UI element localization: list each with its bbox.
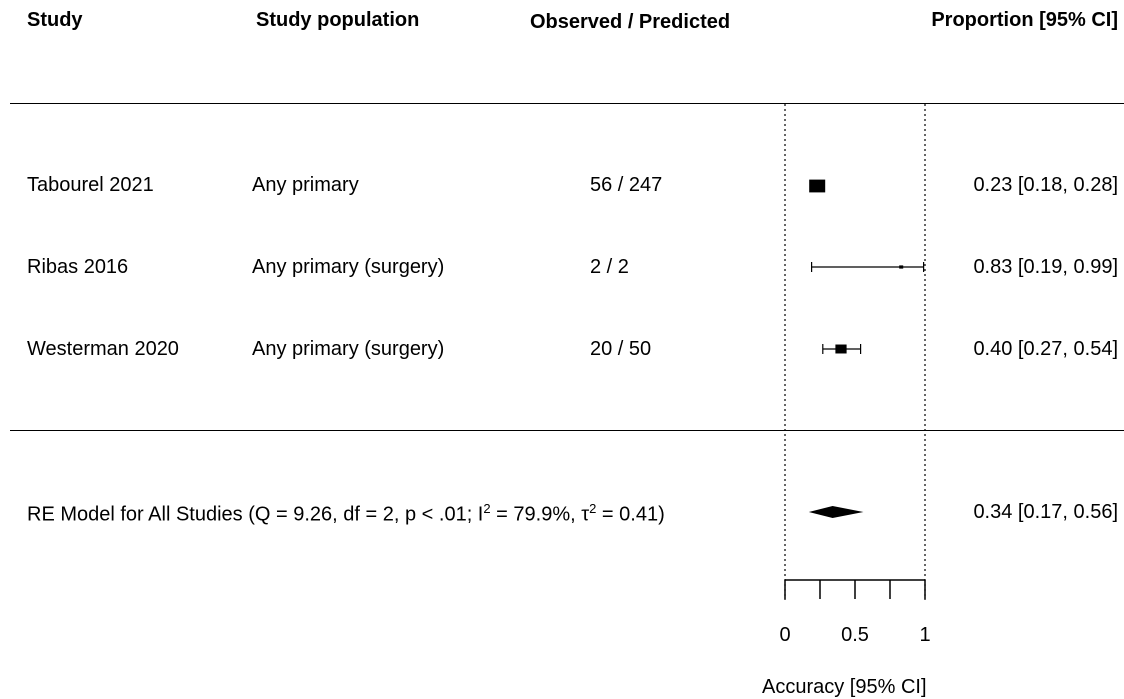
bottom-rule xyxy=(10,430,1124,431)
header-observed: Observed / Predicted xyxy=(530,11,731,33)
x-tick-label: 1 xyxy=(919,624,930,646)
summary-ci: 0.34 [0.17, 0.56] xyxy=(973,501,1118,523)
proportion-ci: 0.83 [0.19, 0.99] xyxy=(973,256,1118,278)
observed-predicted: 56 / 247 xyxy=(590,174,663,196)
pooled-diamond xyxy=(808,506,864,518)
study-population: Any primary (surgery) xyxy=(252,256,445,278)
header-proportion: Proportion [95% CI] xyxy=(931,9,1118,31)
study-name: Tabourel 2021 xyxy=(27,174,154,196)
x-axis-title: Accuracy [95% CI] xyxy=(762,676,927,698)
observed-predicted: 2 / 2 xyxy=(590,256,629,278)
point-estimate xyxy=(835,344,847,354)
x-tick-label: 0.5 xyxy=(841,624,869,646)
header-population: Study population xyxy=(256,9,420,31)
summary-label: RE Model for All Studies (Q = 9.26, df =… xyxy=(27,501,665,526)
observed-predicted: 20 / 50 xyxy=(590,338,652,360)
point-estimate xyxy=(809,179,826,193)
x-tick-label: 0 xyxy=(779,624,790,646)
proportion-ci: 0.23 [0.18, 0.28] xyxy=(973,174,1118,196)
top-rule xyxy=(10,103,1124,104)
study-name: Westerman 2020 xyxy=(27,338,179,360)
study-name: Ribas 2016 xyxy=(27,256,129,278)
point-estimate xyxy=(899,265,904,269)
header-study: Study xyxy=(27,9,83,31)
study-population: Any primary xyxy=(252,174,359,196)
proportion-ci: 0.40 [0.27, 0.54] xyxy=(973,338,1118,360)
study-population: Any primary (surgery) xyxy=(252,338,445,360)
